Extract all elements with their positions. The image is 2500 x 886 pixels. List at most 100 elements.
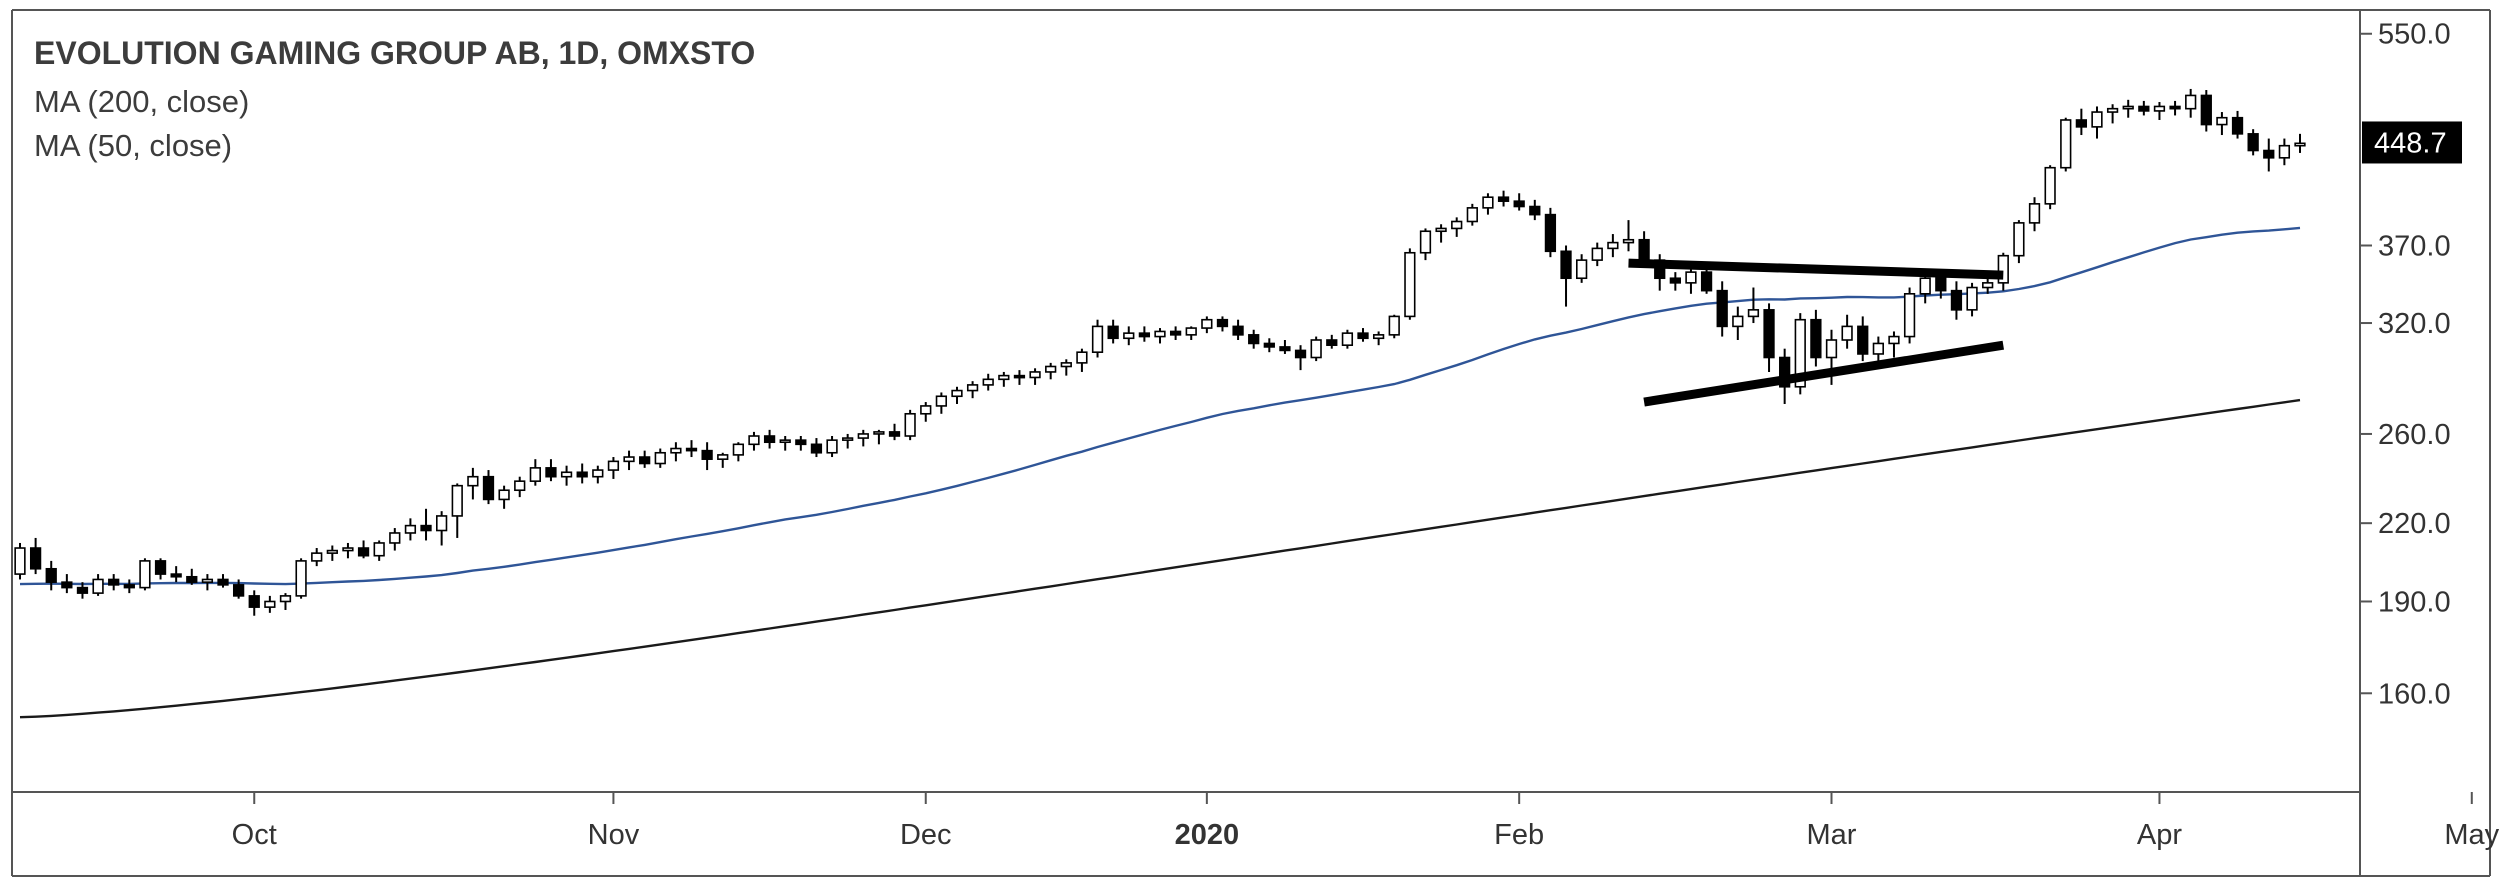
candle[interactable] <box>326 545 338 561</box>
candle[interactable] <box>1123 326 1135 346</box>
candle[interactable] <box>1013 370 1026 385</box>
candle[interactable] <box>2122 99 2134 118</box>
candle[interactable] <box>201 574 214 591</box>
candle[interactable] <box>404 518 417 541</box>
candle[interactable] <box>1513 193 1525 211</box>
candle[interactable] <box>389 528 401 551</box>
candle[interactable] <box>1950 281 1963 320</box>
candle[interactable] <box>607 457 620 479</box>
candle[interactable] <box>2060 117 2072 172</box>
candle[interactable] <box>1279 339 1291 354</box>
candle[interactable] <box>1388 314 1400 339</box>
ma200-line[interactable] <box>19 398 2301 719</box>
time-axis[interactable]: Oct Nov Dec 2020 Feb Mar Apr May <box>232 792 2500 851</box>
candle[interactable] <box>1810 309 1822 367</box>
candle[interactable] <box>248 590 260 616</box>
candle[interactable] <box>1216 316 1229 332</box>
candle[interactable] <box>373 540 385 561</box>
candle[interactable] <box>1185 326 1197 340</box>
trendline[interactable] <box>1628 258 2004 280</box>
candle[interactable] <box>654 448 666 468</box>
candle[interactable] <box>1357 328 1369 342</box>
candle[interactable] <box>982 373 994 391</box>
candle[interactable] <box>2216 112 2228 136</box>
candle[interactable] <box>170 566 182 583</box>
candle[interactable] <box>482 470 495 505</box>
candle[interactable] <box>2044 165 2056 210</box>
candle[interactable] <box>1372 331 1385 346</box>
candle[interactable] <box>1201 316 1213 334</box>
candle[interactable] <box>717 452 729 468</box>
candle[interactable] <box>1326 334 1338 349</box>
candle[interactable] <box>1560 245 1572 307</box>
candle[interactable] <box>1404 248 1416 320</box>
candle[interactable] <box>592 465 604 484</box>
candle[interactable] <box>1763 303 1775 372</box>
candle[interactable] <box>1888 331 1900 358</box>
candle[interactable] <box>2153 102 2166 120</box>
candle[interactable] <box>998 371 1010 387</box>
candle[interactable] <box>1857 316 1869 362</box>
candle[interactable] <box>311 548 323 567</box>
candle[interactable] <box>1294 345 1307 371</box>
candle[interactable] <box>217 574 229 588</box>
candle[interactable] <box>873 429 885 445</box>
candle[interactable] <box>1232 319 1244 340</box>
candle[interactable] <box>529 459 541 486</box>
candle[interactable] <box>748 431 760 451</box>
candle[interactable] <box>76 582 89 599</box>
candle[interactable] <box>966 381 979 399</box>
candle[interactable] <box>1669 272 1681 291</box>
candle[interactable] <box>1169 326 1182 340</box>
candle[interactable] <box>2028 197 2041 232</box>
candle[interactable] <box>1966 282 1978 317</box>
price-axis[interactable]: 550.0 370.0 320.0 260.0 220.0 190.0 160.0 448.7 <box>2360 19 2462 711</box>
candle[interactable] <box>232 579 245 599</box>
candle[interactable] <box>2231 110 2244 139</box>
candle[interactable] <box>342 542 354 559</box>
candle[interactable] <box>670 442 682 462</box>
candle[interactable] <box>139 558 151 591</box>
candle[interactable] <box>2200 90 2212 132</box>
candle[interactable] <box>888 423 901 441</box>
candle[interactable] <box>451 483 463 538</box>
candle[interactable] <box>685 440 698 458</box>
candle[interactable] <box>1903 287 1916 344</box>
candle[interactable] <box>732 442 744 462</box>
candle[interactable] <box>623 450 635 471</box>
candle[interactable] <box>576 463 588 484</box>
candle[interactable] <box>2278 138 2291 166</box>
candle[interactable] <box>795 436 807 451</box>
candle[interactable] <box>1466 203 1478 226</box>
candle[interactable] <box>1622 220 1635 252</box>
candle[interactable] <box>935 392 948 414</box>
candle[interactable] <box>560 465 573 486</box>
candle[interactable] <box>1451 217 1463 237</box>
candle[interactable] <box>1607 234 1619 258</box>
candle[interactable] <box>1263 338 1275 353</box>
candle[interactable] <box>2091 106 2103 139</box>
candle[interactable] <box>467 467 479 500</box>
candle[interactable] <box>1747 287 1760 324</box>
candle[interactable] <box>842 433 854 449</box>
candle[interactable] <box>45 560 57 591</box>
candle[interactable] <box>61 574 73 594</box>
candle[interactable] <box>1482 193 1494 215</box>
candle[interactable] <box>1091 319 1104 358</box>
candle[interactable] <box>1248 329 1260 349</box>
candle[interactable] <box>2013 220 2025 264</box>
trendline[interactable] <box>1643 340 2004 407</box>
candle[interactable] <box>436 511 448 546</box>
candle[interactable] <box>279 593 292 610</box>
candle[interactable] <box>29 537 42 575</box>
candle[interactable] <box>639 450 651 468</box>
candle[interactable] <box>2263 138 2275 172</box>
candle[interactable] <box>951 386 963 404</box>
candle[interactable] <box>920 402 932 422</box>
candle[interactable] <box>123 579 135 594</box>
candle[interactable] <box>357 540 370 559</box>
candle[interactable] <box>810 438 823 458</box>
candle[interactable] <box>1435 224 1447 243</box>
candle[interactable] <box>1419 228 1432 261</box>
candle[interactable] <box>1310 336 1322 362</box>
